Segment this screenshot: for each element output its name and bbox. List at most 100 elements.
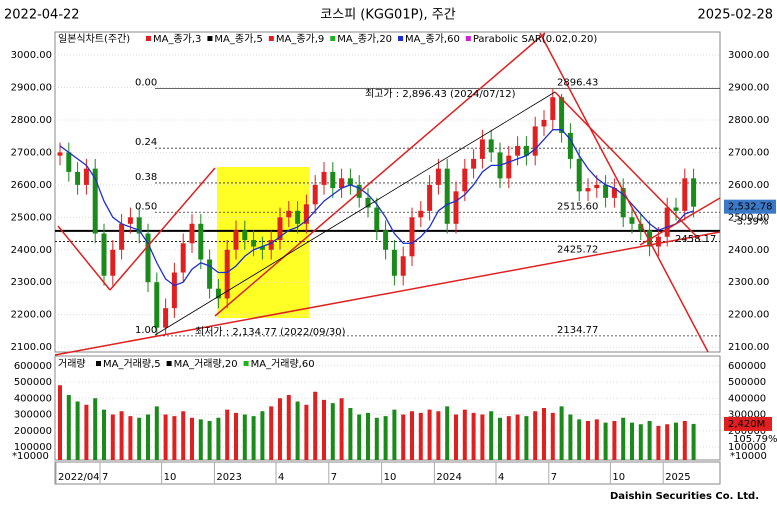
- candle-body: [92, 168, 98, 234]
- price-layer: [55, 54, 720, 348]
- candle-body: [295, 210, 301, 224]
- legend-title: 일본식차트(주간): [58, 33, 130, 45]
- x-tick-label: 2023: [216, 472, 241, 483]
- volume-bar: [621, 417, 626, 460]
- volume-bar: [146, 414, 150, 460]
- candle-body: [673, 207, 679, 211]
- y-tick-label-right: 2200.00: [728, 310, 769, 321]
- volume-bar: [471, 412, 476, 460]
- volume-bar: [638, 424, 643, 460]
- unit: *10000: [12, 451, 49, 462]
- volume-bar: [410, 411, 414, 460]
- volume-bar: [190, 417, 194, 460]
- volume-bar: [383, 416, 388, 460]
- level-label: 2425.72: [557, 244, 598, 255]
- candle-body: [506, 155, 512, 179]
- candle-body: [312, 184, 318, 205]
- trend-line: [54, 231, 721, 356]
- candle-body: [171, 272, 177, 309]
- volume-bar: [656, 425, 661, 460]
- y-tick-label: 2700.00: [11, 147, 52, 158]
- ma-line: [59, 129, 694, 287]
- candle-body: [57, 152, 63, 156]
- volume-bar: [137, 417, 142, 460]
- x-tick-label: 7: [331, 472, 337, 483]
- candle-body: [119, 223, 125, 250]
- candle-body: [110, 249, 116, 276]
- candle-body: [400, 256, 406, 276]
- y-tick-label: 300000: [14, 410, 52, 421]
- low-note: 최저가 : 2,134.77 (2022/09/30): [195, 326, 346, 338]
- candle-body: [207, 259, 213, 289]
- y-tick-label-right: 500000: [728, 377, 766, 388]
- volume-bar: [577, 419, 582, 460]
- candle-body: [576, 158, 582, 192]
- volume-bar: [242, 414, 247, 460]
- x-tick-label: 10: [612, 472, 625, 483]
- trend-lines: [54, 32, 721, 356]
- volume-bar: [665, 424, 670, 460]
- volume-bar: [225, 409, 230, 460]
- legend-item: MA_종가,3: [153, 33, 201, 45]
- candle-body: [163, 308, 169, 328]
- candle-body: [620, 188, 626, 218]
- candle-body: [303, 204, 309, 224]
- candle-body: [664, 207, 670, 237]
- volume-bar: [286, 395, 291, 460]
- legend-swatch: [330, 36, 336, 41]
- volume-bar: [524, 416, 529, 460]
- y-tick-label-right: 2500.00: [728, 212, 769, 223]
- legend-swatch: [398, 36, 404, 41]
- y-tick-label-right: 200000: [728, 426, 766, 437]
- y-tick-label-right: 2100.00: [728, 342, 769, 353]
- candle-body: [594, 184, 600, 189]
- fib-value: 2896.43: [557, 78, 598, 89]
- legend-swatch: [96, 361, 101, 366]
- legend-swatch: [166, 361, 172, 366]
- candle-body: [268, 240, 274, 250]
- x-axis-panel: [54, 461, 721, 485]
- y-tick-label: 400000: [14, 393, 52, 404]
- volume-bar: [454, 414, 458, 460]
- trend-line: [57, 225, 111, 291]
- x-tick-label: 2022/04: [58, 472, 100, 483]
- volume-bar: [682, 421, 687, 460]
- legend-swatch: [465, 36, 471, 41]
- candle-body: [180, 243, 186, 273]
- candle-body: [488, 139, 494, 153]
- trend-line: [539, 32, 709, 353]
- volume-bar: [594, 419, 599, 460]
- volume-bar: [207, 421, 212, 460]
- volume-bar: [418, 412, 423, 460]
- candle-body: [418, 210, 424, 218]
- volume-bar: [313, 391, 318, 460]
- y-tick-label-right: 2700.00: [728, 147, 769, 158]
- candle-body: [198, 223, 204, 260]
- volume-bar: [119, 411, 124, 460]
- last-volume: 2,420M: [728, 419, 765, 430]
- volume-bar: [93, 398, 98, 460]
- volume-bar: [102, 409, 106, 460]
- candle-body: [682, 178, 688, 211]
- y-tick-label-right: 2400.00: [728, 245, 769, 256]
- price-panel: [54, 31, 721, 353]
- volume-bar: [172, 416, 177, 460]
- candle-body: [75, 171, 81, 185]
- volume-bar: [260, 411, 265, 460]
- volume-bar: [322, 399, 326, 460]
- candle-body: [189, 223, 195, 244]
- trend-line: [639, 197, 721, 246]
- candle-body: [567, 132, 573, 159]
- fib-value: 2515.60: [557, 201, 598, 212]
- candle-body: [259, 246, 265, 250]
- volume-bar: [75, 401, 80, 460]
- candle-body: [215, 288, 221, 299]
- volume-bar: [612, 421, 617, 460]
- x-tick-label: 4: [278, 472, 284, 483]
- volume-bar: [647, 421, 652, 460]
- candle-body: [471, 158, 477, 169]
- trend-line: [109, 167, 216, 291]
- level-label: 2458.17: [675, 234, 716, 245]
